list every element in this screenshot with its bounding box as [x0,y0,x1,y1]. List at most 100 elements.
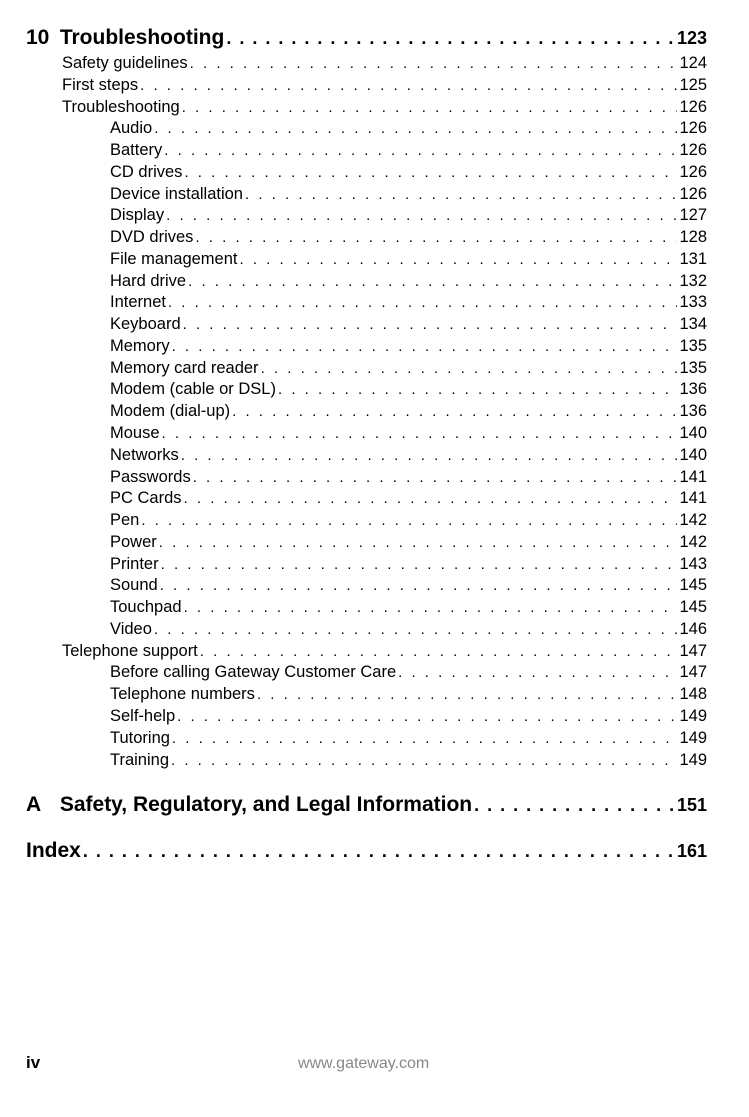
toc-entry: Keyboard . . . . . . . . . . . . . . . .… [26,314,707,336]
toc-leader-dots: . . . . . . . . . . . . . . . . . . . . … [245,185,677,205]
table-of-contents: 10 Troubleshooting . . . . . . . . . . .… [26,26,707,863]
toc-entry-label: Training [110,750,169,772]
toc-entry: Hard drive . . . . . . . . . . . . . . .… [26,271,707,293]
toc-leader-dots: . . . . . . . . . . . . . . . . . . . . … [184,163,677,183]
toc-entry-label: Telephone numbers [110,684,255,706]
toc-entry-page: 132 [679,271,707,293]
toc-entry: Networks . . . . . . . . . . . . . . . .… [26,445,707,467]
toc-entry-label: Keyboard [110,314,181,336]
toc-leader-dots: . . . . . . . . . . . . . . . . . . . . … [184,598,678,618]
toc-leader-dots: . . . . . . . . . . . . . . . . . . . . … [188,272,677,292]
toc-entry: CD drives . . . . . . . . . . . . . . . … [26,162,707,184]
toc-entry-page: 145 [679,597,707,619]
toc-entry-page: 142 [679,510,707,532]
toc-entry-label: Modem (dial-up) [110,401,230,423]
toc-entry-page: 146 [679,619,707,641]
toc-entry-page: 149 [679,728,707,750]
toc-entry: Internet . . . . . . . . . . . . . . . .… [26,292,707,314]
toc-entry-label: Video [110,619,152,641]
toc-leader-dots: . . . . . . . . . . . . . . . . . . . . … [161,555,678,575]
toc-entry: Passwords . . . . . . . . . . . . . . . … [26,467,707,489]
toc-leader-dots: . . . . . . . . . . . . . . . . . . . . … [232,402,677,422]
toc-leader-dots: . . . . . . . . . . . . . . . . . . . . … [190,54,678,74]
toc-entry-label: Memory card reader [110,358,259,380]
toc-entry-page: 141 [679,467,707,489]
toc-entry-page: 147 [679,662,707,684]
toc-entry-label: Pen [110,510,139,532]
toc-entry-page: 128 [679,227,707,249]
toc-entry: Display . . . . . . . . . . . . . . . . … [26,205,707,227]
toc-entry: Telephone numbers . . . . . . . . . . . … [26,684,707,706]
toc-entry-label: Networks [110,445,179,467]
toc-entry: Memory . . . . . . . . . . . . . . . . .… [26,336,707,358]
toc-entry: A Safety, Regulatory, and Legal Informat… [26,793,707,817]
toc-entry-page: 135 [679,358,707,380]
toc-entry-label: First steps [62,75,138,97]
toc-leader-dots: . . . . . . . . . . . . . . . . . . . . … [183,315,678,335]
toc-entry-label: Before calling Gateway Customer Care [110,662,396,684]
toc-entry: Modem (dial-up) . . . . . . . . . . . . … [26,401,707,423]
toc-entry: Index . . . . . . . . . . . . . . . . . … [26,839,707,863]
toc-entry-page: 131 [679,249,707,271]
toc-entry: Memory card reader . . . . . . . . . . .… [26,358,707,380]
toc-leader-dots: . . . . . . . . . . . . . . . . . . . . … [200,642,678,662]
toc-entry-page: 141 [679,488,707,510]
toc-entry: Training . . . . . . . . . . . . . . . .… [26,750,707,772]
toc-leader-dots: . . . . . . . . . . . . . . . . . . . . … [160,576,678,596]
toc-entry: Audio . . . . . . . . . . . . . . . . . … [26,118,707,140]
toc-entry: Sound . . . . . . . . . . . . . . . . . … [26,575,707,597]
toc-chapter-number: A [26,793,54,817]
toc-entry: Device installation . . . . . . . . . . … [26,184,707,206]
toc-leader-dots: . . . . . . . . . . . . . . . . . . . . … [154,620,678,640]
toc-entry-label: Sound [110,575,158,597]
toc-leader-dots: . . . . . . . . . . . . . . . . . . . . … [154,119,677,139]
toc-entry: Tutoring . . . . . . . . . . . . . . . .… [26,728,707,750]
toc-leader-dots: . . . . . . . . . . . . . . . . . . . . … [184,489,678,509]
toc-entry-page: 123 [677,28,707,49]
toc-leader-dots: . . . . . . . . . . . . . . . . . . . . … [257,685,678,705]
toc-entry: Safety guidelines . . . . . . . . . . . … [26,53,707,75]
toc-entry-label: DVD drives [110,227,193,249]
toc-entry-page: 126 [679,184,707,206]
toc-chapter-number: 10 [26,26,54,50]
toc-entry-label: Audio [110,118,152,140]
toc-leader-dots: . . . . . . . . . . . . . . . . . . . . … [164,141,677,161]
toc-entry-label: Printer [110,554,159,576]
toc-entry: DVD drives . . . . . . . . . . . . . . .… [26,227,707,249]
toc-entry-label: Telephone support [62,641,198,663]
toc-entry: Self-help . . . . . . . . . . . . . . . … [26,706,707,728]
toc-entry-label: Passwords [110,467,191,489]
toc-entry-label: Device installation [110,184,243,206]
toc-entry: 10 Troubleshooting . . . . . . . . . . .… [26,26,707,50]
toc-entry: File management . . . . . . . . . . . . … [26,249,707,271]
toc-leader-dots: . . . . . . . . . . . . . . . . . . . . … [181,446,678,466]
toc-entry-page: 134 [679,314,707,336]
toc-entry-page: 126 [679,162,707,184]
toc-entry-page: 140 [679,423,707,445]
toc-entry-label: Tutoring [110,728,170,750]
toc-entry-page: 135 [679,336,707,358]
toc-leader-dots: . . . . . . . . . . . . . . . . . . . . … [261,359,678,379]
toc-entry-label: Battery [110,140,162,162]
toc-entry-label: Memory [110,336,170,358]
toc-leader-dots: . . . . . . . . . . . . . . . . . . . . … [168,293,678,313]
toc-leader-dots: . . . . . . . . . . . . . . . . . . . . … [193,468,678,488]
toc-leader-dots: . . . . . . . . . . . . . . . . . . . . … [177,707,677,727]
toc-leader-dots: . . . . . . . . . . . . . . . . . . . . … [83,841,675,862]
toc-entry-page: 149 [679,750,707,772]
toc-entry-page: 148 [679,684,707,706]
toc-entry-page: 124 [679,53,707,75]
toc-entry-label: PC Cards [110,488,182,510]
toc-entry-label: Power [110,532,157,554]
toc-leader-dots: . . . . . . . . . . . . . . . . . . . . … [172,729,678,749]
toc-leader-dots: . . . . . . . . . . . . . . . . . . . . … [474,795,675,816]
toc-leader-dots: . . . . . . . . . . . . . . . . . . . . … [166,206,677,226]
toc-entry: Troubleshooting . . . . . . . . . . . . … [26,97,707,119]
toc-entry-label: A Safety, Regulatory, and Legal Informat… [26,793,472,817]
toc-entry-label: Safety guidelines [62,53,188,75]
toc-leader-dots: . . . . . . . . . . . . . . . . . . . . … [159,533,678,553]
toc-entry-label: Index [26,839,81,863]
toc-entry: First steps . . . . . . . . . . . . . . … [26,75,707,97]
toc-entry: Battery . . . . . . . . . . . . . . . . … [26,140,707,162]
toc-entry: Mouse . . . . . . . . . . . . . . . . . … [26,423,707,445]
